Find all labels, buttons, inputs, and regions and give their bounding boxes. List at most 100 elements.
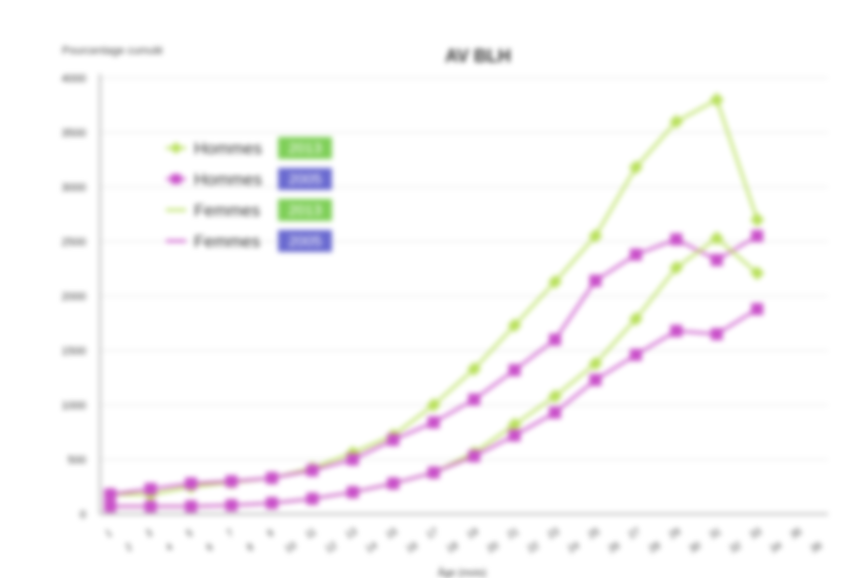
series-point [427, 466, 440, 479]
series-point [670, 233, 683, 246]
x-tick-label: 34 [769, 540, 785, 555]
x-tick-label: 1 [104, 527, 115, 540]
y-tick-label: 1000 [62, 400, 86, 412]
x-tick-label: 35 [789, 526, 805, 541]
x-tick-labels: 1234567891011121314151617181920212223242… [104, 526, 825, 555]
y-tick-label: 4000 [62, 73, 86, 85]
series-point [750, 212, 765, 227]
series-point [751, 303, 764, 316]
series-point [548, 274, 562, 289]
x-tick-label: 25 [587, 526, 603, 541]
x-axis-label: Âge (mois) [438, 566, 486, 578]
y-tick-label: 500 [68, 455, 86, 467]
x-tick-label: 12 [324, 540, 340, 555]
series-point [265, 497, 278, 510]
series-point [548, 389, 562, 404]
series-point [507, 318, 522, 333]
series-point [709, 92, 724, 107]
x-tick-label: 32 [728, 540, 744, 555]
x-tick-label: 21 [506, 526, 522, 541]
series-point [427, 416, 440, 429]
x-tick-label: 5 [185, 527, 196, 540]
legend-year: 2005 [288, 233, 321, 250]
legend-year: 2005 [288, 171, 321, 188]
series-group [103, 92, 765, 514]
legend: Hommes 2013 Hommes 2005 Femmes 2013 Femmes 2005 [166, 137, 332, 252]
series-point [265, 472, 278, 485]
y-tick-labels: 0 500 1000 1500 2000 2500 3000 3500 4000 [62, 73, 86, 521]
series-point [306, 492, 319, 505]
series-point [710, 254, 723, 267]
series-point [346, 453, 359, 466]
series-point [104, 500, 117, 513]
x-tick-label: 29 [668, 526, 684, 541]
series-point [588, 229, 603, 244]
series-point [104, 488, 117, 501]
series-point [144, 500, 157, 513]
gridlines [100, 77, 828, 460]
x-tick-label: 13 [344, 526, 360, 541]
series-point [306, 464, 319, 477]
axes [99, 74, 828, 515]
series-point [750, 266, 765, 281]
x-tick-label: 23 [546, 526, 562, 541]
series-point [549, 406, 561, 419]
series-point [467, 362, 482, 377]
series-point [751, 230, 764, 243]
x-tick-label: 7 [225, 527, 236, 540]
series-point [709, 231, 724, 246]
y-tick-label: 1500 [62, 346, 86, 358]
y-tick-label: 2500 [62, 237, 86, 249]
series-point [669, 260, 684, 275]
series-point [628, 311, 643, 326]
series-point [387, 433, 400, 446]
series-point [669, 114, 684, 129]
series-point [468, 393, 481, 406]
series-point [589, 274, 602, 287]
y-axis-label: Pourcentage cumulé [62, 45, 163, 57]
x-tick-label: 30 [688, 540, 704, 555]
x-tick-label: 22 [526, 540, 542, 555]
series-point [629, 348, 642, 361]
chart-title: AV BLH [445, 46, 511, 66]
legend-year-badge [278, 137, 332, 159]
series-point [185, 500, 197, 513]
y-tick-label: 0 [80, 509, 86, 521]
x-tick-label: 36 [809, 540, 825, 555]
series-point [670, 324, 683, 337]
series-point [468, 450, 481, 463]
x-tick-label: 8 [245, 541, 256, 554]
chart-background [6, 8, 846, 564]
x-tick-label: 10 [283, 540, 299, 555]
legend-label: Hommes [194, 170, 262, 189]
x-tick-label: 20 [486, 540, 502, 555]
x-tick-label: 18 [445, 540, 461, 555]
x-tick-label: 24 [566, 540, 582, 555]
x-tick-label: 33 [748, 526, 764, 541]
legend-year-badge [278, 199, 332, 221]
legend-label: Femmes [194, 232, 260, 251]
y-tick-label: 2000 [62, 291, 86, 303]
series-point [387, 477, 400, 490]
legend-marker [171, 174, 181, 184]
legend-year-badge [278, 168, 332, 190]
x-tick-label: 15 [384, 526, 400, 541]
x-tick-label: 2 [124, 541, 135, 554]
legend-label: Hommes [194, 139, 262, 158]
series-point [346, 486, 359, 499]
series-point [426, 398, 441, 412]
x-tick-label: 14 [364, 540, 380, 555]
x-tick-label: 27 [627, 526, 643, 541]
x-tick-label: 28 [647, 540, 663, 555]
series-point [629, 248, 642, 261]
series-point [508, 364, 521, 377]
x-tick-label: 9 [265, 527, 276, 540]
series-point [225, 475, 238, 488]
legend-label: Femmes [194, 201, 260, 220]
x-tick-label: 26 [607, 540, 623, 555]
x-tick-label: 17 [425, 526, 441, 541]
x-tick-label: 16 [405, 540, 421, 555]
series-point [508, 429, 521, 442]
